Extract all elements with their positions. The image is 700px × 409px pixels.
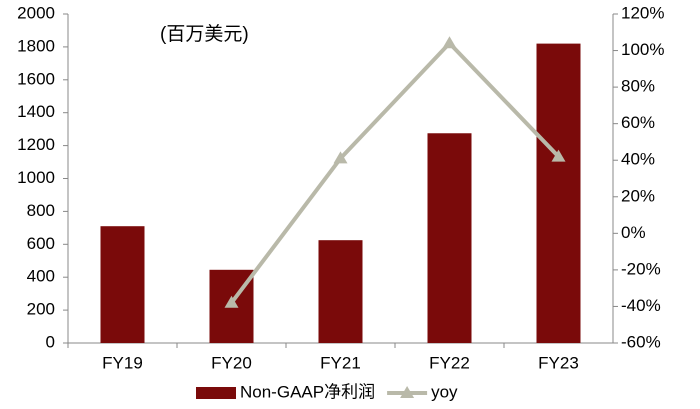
y2-tick-label: 20%	[621, 186, 655, 205]
y2-tick-label: 80%	[621, 77, 655, 96]
x-tick-label: FY21	[320, 353, 361, 372]
y-tick-label: 1800	[17, 36, 55, 55]
y-tick-label: 800	[27, 201, 55, 220]
line-marker	[442, 36, 457, 49]
line-marker	[551, 149, 566, 162]
unit-annotation: (百万美元)	[160, 23, 249, 45]
y2-tick-label: 0%	[621, 223, 646, 242]
y-tick-label: 2000	[17, 3, 55, 22]
legend-swatch	[196, 387, 236, 399]
line-marker	[224, 295, 239, 308]
bar	[318, 240, 363, 343]
y2-tick-label: 40%	[621, 150, 655, 169]
x-tick-label: FY20	[211, 353, 252, 372]
y2-tick-label: 100%	[621, 40, 664, 59]
y-tick-label: 200	[27, 300, 55, 319]
line-marker	[333, 151, 348, 164]
y-tick-label: 1400	[17, 102, 55, 121]
bar	[427, 133, 472, 343]
legend-label: Non-GAAP净利润	[240, 382, 375, 401]
y2-tick-label: 60%	[621, 113, 655, 132]
x-tick-label: FY23	[538, 353, 579, 372]
x-tick-label: FY19	[102, 353, 143, 372]
y-tick-label: 1600	[17, 69, 55, 88]
legend-marker	[400, 386, 415, 398]
y-tick-label: 400	[27, 267, 55, 286]
line	[229, 41, 560, 304]
x-tick-label: FY22	[429, 353, 470, 372]
y2-tick-label: -40%	[621, 296, 661, 315]
y-tick-label: 1200	[17, 135, 55, 154]
y-tick-label: 0	[46, 332, 55, 351]
legend-label: yoy	[431, 382, 458, 401]
bar	[536, 43, 581, 344]
y2-tick-label: -20%	[621, 259, 661, 278]
bar	[100, 226, 145, 343]
y2-tick-label: -60%	[621, 332, 661, 351]
y2-tick-label: 120%	[621, 3, 664, 22]
y-tick-label: 1000	[17, 168, 55, 187]
y-tick-label: 600	[27, 234, 55, 253]
